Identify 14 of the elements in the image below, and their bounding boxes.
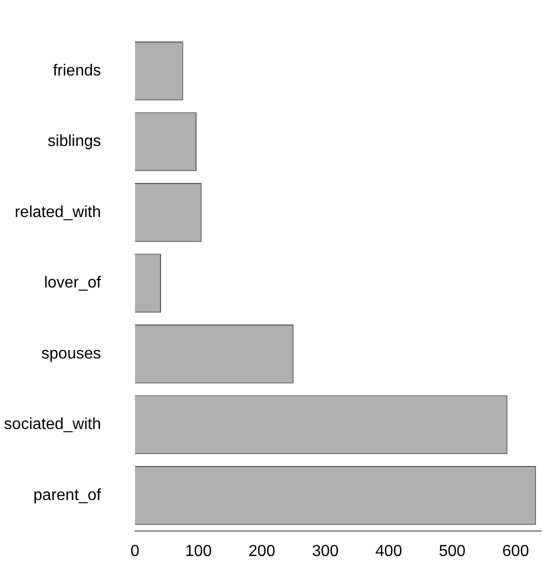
x-tick-label: 400	[375, 542, 402, 560]
x-tick-label: 200	[248, 542, 276, 560]
x-tick-label: 100	[185, 542, 212, 560]
y-tick-label: spouses	[41, 345, 101, 362]
y-tick-label: parent_of	[33, 486, 102, 504]
y-tick-label: friends	[52, 62, 101, 80]
y-tick-label: related_with	[14, 204, 101, 221]
y-tick-label: lover_of	[44, 274, 102, 292]
x-tick-label: 0	[130, 542, 140, 560]
x-tick-label: 300	[312, 542, 339, 560]
y-tick-label: siblings	[48, 133, 101, 150]
x-tick-label: 500	[438, 542, 466, 560]
y-tick-label: sociated_with	[4, 416, 101, 434]
x-tick-label: 600	[502, 542, 530, 560]
